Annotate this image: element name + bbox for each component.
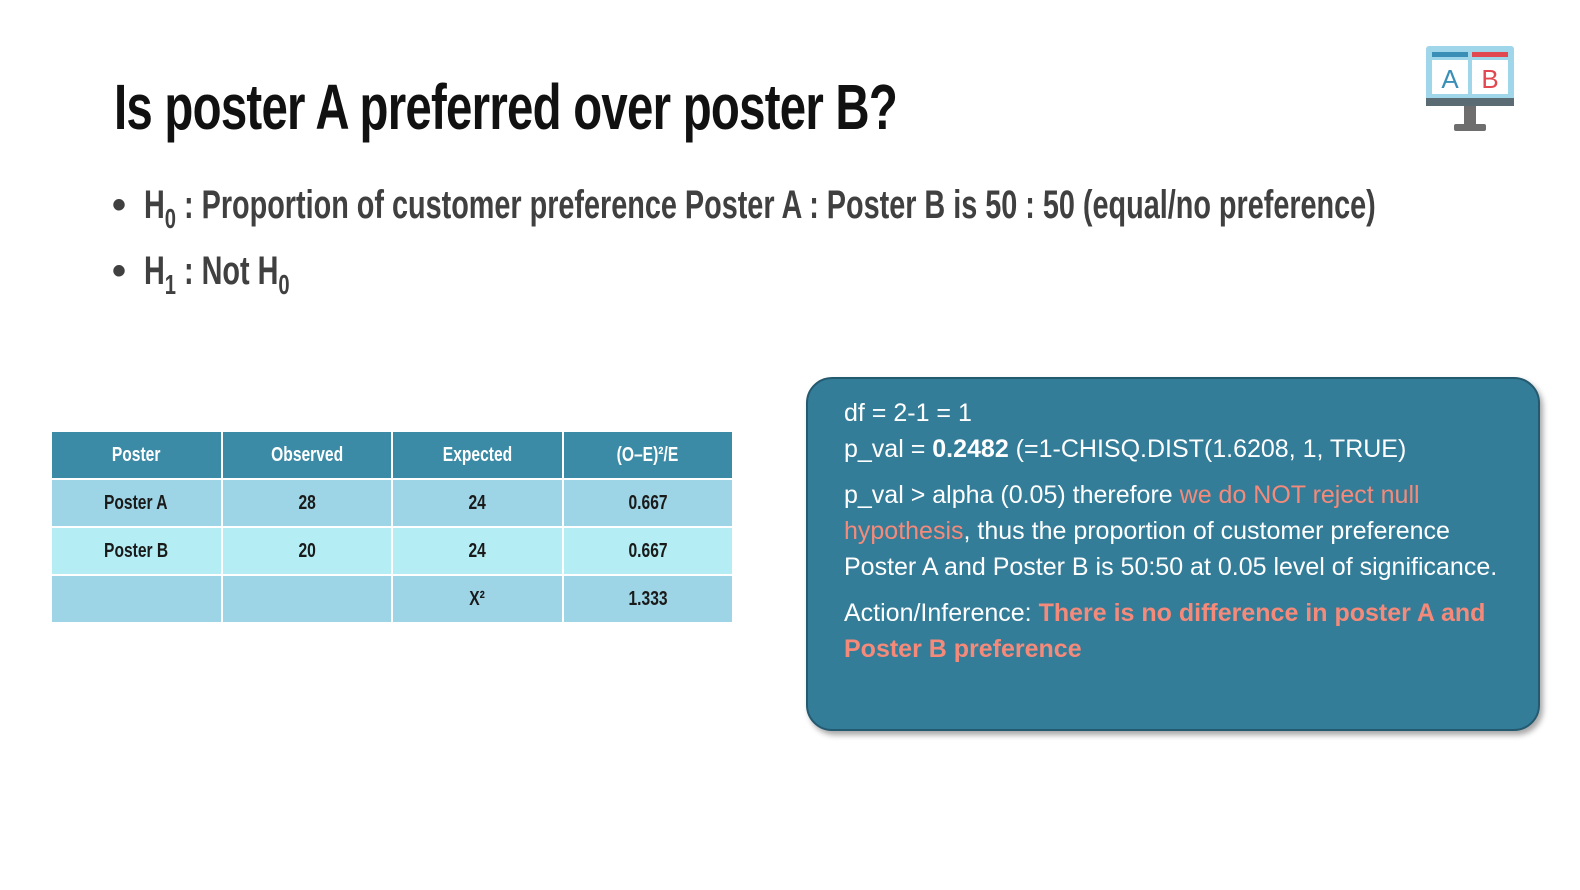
action-text: Action/Inference: There is no difference…: [844, 599, 1486, 663]
ab-test-monitor-icon: A B: [1424, 44, 1516, 134]
hypothesis-list: • H0 : Proportion of customer preference…: [112, 174, 1532, 306]
null-hypothesis-subscript: 0: [164, 203, 177, 234]
alt-hypothesis-text: : Not H: [176, 249, 279, 293]
df-line: df = 2-1 = 1: [844, 399, 972, 427]
alt-hypothesis-text-subscript: 0: [278, 269, 290, 300]
header-expected: Expected: [391, 430, 564, 480]
bullet-dot: •: [112, 183, 127, 227]
table-cell: 0.667: [561, 478, 734, 528]
table-row: Poster A 28 24 0.667: [50, 478, 734, 528]
table-cell: 0.667: [561, 526, 734, 576]
table-header-row: Poster Observed Expected (O–E)²/E: [50, 430, 734, 480]
header-observed: Observed: [220, 430, 393, 480]
chi-square-table: Poster Observed Expected (O–E)²/E Poster…: [50, 430, 734, 624]
null-hypothesis-bullet: • H0 : Proportion of customer preference…: [112, 174, 1532, 240]
table-cell: Poster A: [50, 478, 223, 528]
decision-text: p_val > alpha (0.05) therefore we do NOT…: [844, 481, 1498, 581]
table-cell: 1.333: [561, 574, 734, 624]
table-row: Poster B 20 24 0.667: [50, 526, 734, 576]
table-row: X² 1.333: [50, 574, 734, 624]
table-cell: 24: [391, 478, 564, 528]
table-cell: 20: [220, 526, 393, 576]
alt-hypothesis-symbol: H: [144, 249, 165, 293]
alt-hypothesis-subscript: 1: [164, 269, 177, 300]
result-callout: df = 2-1 = 1 p_val = 0.2482 (=1-CHISQ.DI…: [806, 377, 1540, 731]
header-chi-component: (O–E)²/E: [561, 430, 734, 480]
icon-letter-b: B: [1481, 64, 1498, 94]
header-poster: Poster: [50, 430, 223, 480]
table-cell: [220, 574, 393, 624]
table-cell: 24: [391, 526, 564, 576]
table-cell: [50, 574, 223, 624]
pval-line: p_val = 0.2482 (=1-CHISQ.DIST(1.6208, 1,…: [844, 435, 1407, 463]
decision-highlight: we do NOT reject null hypothesis: [844, 481, 1420, 545]
table-cell: Poster B: [50, 526, 223, 576]
action-highlight: There is no difference in poster A and P…: [844, 599, 1486, 663]
table-cell: X²: [391, 574, 564, 624]
slide-title-text: Is poster A preferred over poster B?: [114, 71, 898, 143]
bullet-dot: •: [112, 249, 127, 293]
slide-title: Is poster A preferred over poster B?: [114, 62, 1314, 152]
null-hypothesis-symbol: H: [144, 183, 165, 227]
pval-formula: (=1-CHISQ.DIST(1.6208, 1, TRUE): [1008, 435, 1407, 463]
null-hypothesis-text: : Proportion of customer preference Post…: [176, 183, 1376, 227]
icon-letter-a: A: [1441, 64, 1459, 94]
alt-hypothesis-bullet: • H1 : Not H0: [112, 240, 1532, 306]
table-cell: 28: [220, 478, 393, 528]
pval-value: 0.2482: [932, 435, 1009, 463]
